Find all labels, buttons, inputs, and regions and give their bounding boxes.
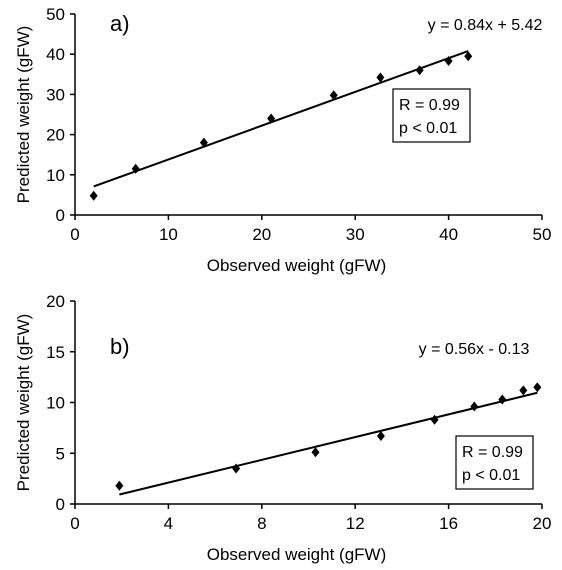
panel-label: a) [110,11,130,36]
data-point-diamond [131,163,140,174]
y-tick-label: 20 [46,126,65,145]
y-tick-label: 10 [46,394,65,413]
panel-label: b) [110,334,130,359]
x-tick-label: 50 [533,225,552,244]
data-point-diamond [444,56,453,67]
data-point-diamond [115,480,124,491]
x-tick-label: 12 [346,514,365,533]
x-tick-label: 16 [439,514,458,533]
x-tick-label: 20 [533,514,552,533]
y-tick-label: 50 [46,5,65,24]
stats-p-value: p < 0.01 [399,120,457,137]
data-point-diamond [232,463,241,474]
stats-r-value: R = 0.99 [462,444,523,461]
stats-box [392,88,471,143]
x-axis-title: Observed weight (gFW) [207,256,387,275]
y-tick-label: 30 [46,85,65,104]
x-tick-label: 0 [70,514,79,533]
y-tick-label: 5 [56,444,65,463]
data-point-diamond [376,72,385,83]
y-tick-label: 20 [46,292,65,311]
trendline [93,50,469,188]
data-point-diamond [376,430,385,441]
stats-r-value: R = 0.99 [399,97,460,114]
trendline [119,391,538,496]
stats-box [455,435,534,490]
chart-panel-a: 0 10 20 30 40 50 0 10 20 30 40 50 Observed weight (g… [14,5,551,275]
data-point-diamond [415,65,424,76]
y-tick-label: 10 [46,166,65,185]
data-point-diamond [470,401,479,412]
stats-p-value: p < 0.01 [462,467,520,484]
data-point-diamond [519,385,528,396]
x-tick-label: 10 [159,225,178,244]
data-point-diamond [533,382,542,393]
data-point-diamond [498,394,507,405]
x-tick-label: 20 [252,225,271,244]
data-point-diamond [329,90,338,101]
data-point-diamond [199,137,208,148]
x-tick-label: 8 [257,514,266,533]
x-tick-label: 40 [439,225,458,244]
x-axis-title: Observed weight (gFW) [207,545,387,564]
y-tick-label: 0 [56,206,65,225]
data-point-diamond [311,447,320,458]
y-tick-label: 40 [46,45,65,64]
chart-panel-b: 0 5 10 15 20 0 4 8 12 16 20 Observed weight (gFW) Pr… [14,292,551,564]
x-tick-label: 0 [70,225,79,244]
x-tick-label: 30 [346,225,365,244]
trendline-equation: y = 0.84x + 5.42 [428,17,543,34]
y-tick-label: 0 [56,495,65,514]
x-tick-label: 4 [164,514,173,533]
trendline-equation: y = 0.56x - 0.13 [419,341,530,358]
y-axis-title: Predicted weight (gFW) [14,26,33,204]
y-axis-title: Predicted weight (gFW) [14,314,33,492]
data-point-diamond [89,190,98,201]
data-point-diamond [430,414,439,425]
y-tick-label: 15 [46,343,65,362]
data-point-diamond [267,113,276,124]
data-point-diamond [464,51,473,62]
